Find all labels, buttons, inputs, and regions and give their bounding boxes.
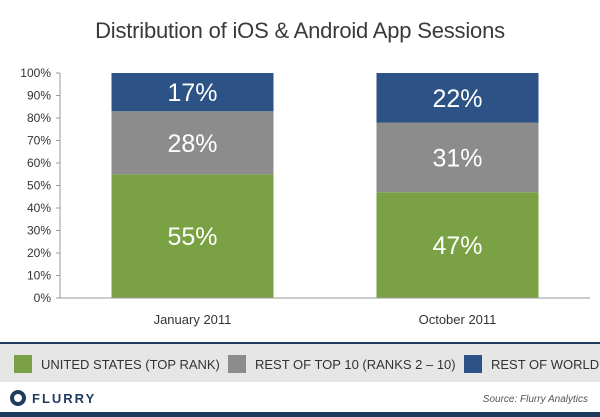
y-tick-label: 30% [27, 224, 51, 238]
bar-segment [111, 174, 274, 298]
y-tick-label: 100% [20, 66, 51, 80]
bar-segment [111, 73, 274, 112]
source-note: Source: Flurry Analytics [482, 394, 588, 405]
legend-item-rest-of-top-10: REST OF TOP 10 (RANKS 2 – 10) [228, 354, 456, 374]
bar-segment [376, 122, 539, 193]
y-tick-label: 80% [27, 111, 51, 125]
y-axis: 0% 10% 20% 30% 40% 50% 60% 70% 80% 90% 100% [20, 66, 61, 305]
legend-swatch-rest-of-world [464, 355, 482, 373]
legend-label-united-states: UNITED STATES (TOP RANK) [41, 356, 220, 372]
bar-value-label: 55% [167, 223, 217, 251]
footer: FLURRY Source: Flurry Analytics [0, 382, 600, 417]
chart-plot: 0% 10% 20% 30% 40% 50% 60% 70% 80% 90% 100% 55% 28%… [20, 66, 590, 327]
flurry-logo-icon [10, 390, 26, 406]
bar-value-label: 28% [167, 130, 217, 158]
y-tick-label: 40% [27, 201, 51, 215]
legend-swatch-rest-of-top-10 [228, 355, 246, 373]
legend-label-rest-of-top-10: REST OF TOP 10 (RANKS 2 – 10) [255, 356, 456, 372]
bar-value-label: 22% [432, 85, 482, 113]
bottom-rule [0, 412, 600, 417]
legend-swatch-united-states [14, 355, 32, 373]
x-category-label: October 2011 [419, 312, 497, 327]
x-axis: January 2011 October 2011 [60, 297, 590, 327]
y-tick-label: 50% [27, 179, 51, 193]
bar-value-label: 31% [432, 144, 482, 172]
y-tick-label: 20% [27, 246, 51, 260]
y-tick-label: 90% [27, 89, 51, 103]
x-category-label: January 2011 [154, 312, 232, 327]
bar-value-label: 47% [432, 232, 482, 260]
bar-segment [111, 111, 274, 175]
chart-title: Distribution of iOS & Android App Sessio… [95, 18, 505, 43]
y-tick-label: 60% [27, 156, 51, 170]
y-tick-label: 0% [34, 291, 52, 305]
y-tick-label: 10% [27, 269, 51, 283]
y-tick-label: 70% [27, 134, 51, 148]
bar-segment [376, 192, 539, 298]
flurry-logo: FLURRY [10, 390, 96, 406]
legend-item-united-states: UNITED STATES (TOP RANK) [14, 354, 220, 374]
legend-label-rest-of-world: REST OF WORLD [491, 356, 600, 372]
legend: UNITED STATES (TOP RANK) REST OF TOP 10 … [0, 342, 600, 384]
bar-value-label: 17% [167, 79, 217, 107]
bar-segment [376, 73, 539, 123]
legend-item-rest-of-world: REST OF WORLD [464, 354, 599, 374]
bars: 55% 28% 17% 47% 31% 22% [111, 73, 539, 298]
flurry-logo-text: FLURRY [32, 390, 97, 406]
